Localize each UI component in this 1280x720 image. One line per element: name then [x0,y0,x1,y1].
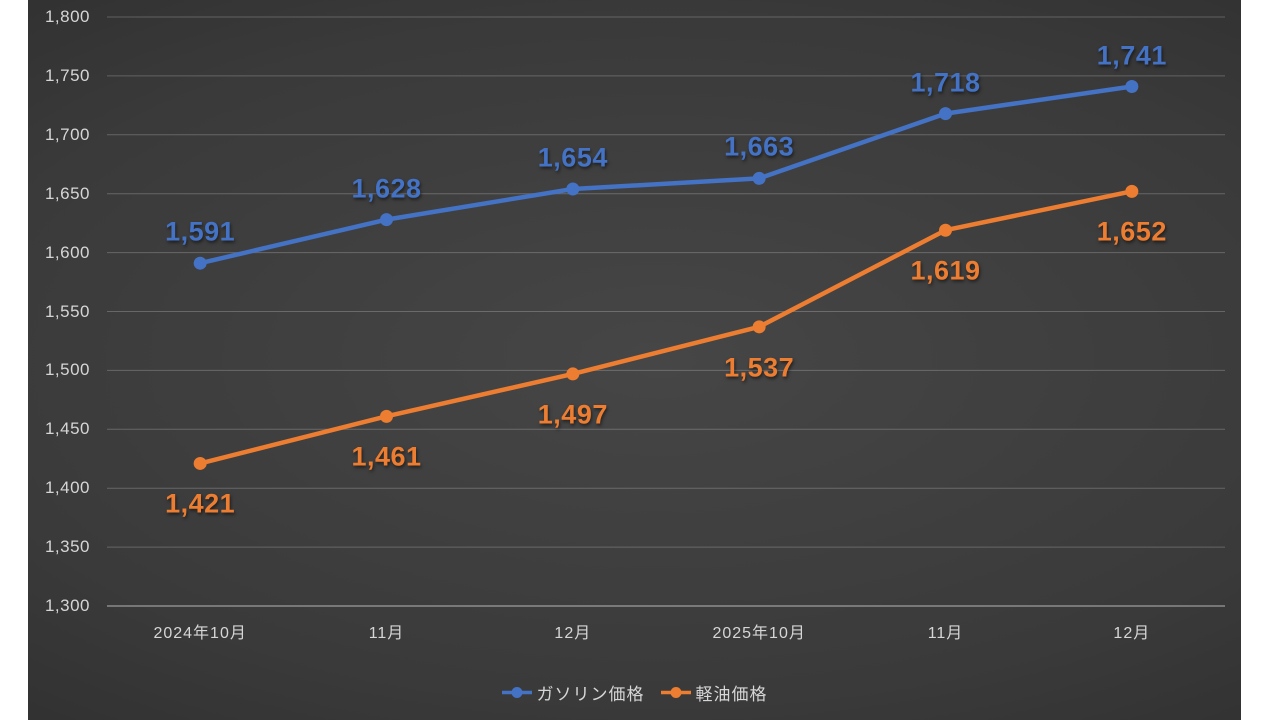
gasoline-price-data-label: 1,663 [724,131,795,162]
legend-item-diesel-price: 軽油価格 [660,680,768,705]
x-axis-tick-label: 2024年10月 [153,625,247,642]
diesel-price-point-marker [939,223,952,237]
diesel-price-data-label: 1,421 [165,488,236,519]
y-axis-tick-label: 1,500 [44,360,90,380]
gasoline-price-point-marker [193,256,207,270]
y-axis-tick-label: 1,300 [44,596,90,615]
diesel-price-data-label: 1,652 [1096,216,1167,247]
gasoline-price-line [197,84,1135,266]
y-axis-tick-label: 1,700 [44,124,90,144]
x-axis-tick-label: 2025年10月 [712,625,806,642]
gasoline-price-data-label: 1,628 [351,173,422,204]
diesel-price-point-marker [566,367,580,381]
diesel-price-point-marker [380,409,393,423]
gasoline-price-legend-marker-icon [501,686,532,698]
diesel-price-data-label: 1,461 [351,441,422,472]
legend-item-gasoline-price: ガソリン価格 [501,680,645,705]
diesel-price-data-label: 1,537 [724,352,795,383]
gasoline-price-point-marker [939,107,952,121]
chart-legend: ガソリン価格 軽油価格 [28,678,1241,706]
diesel-price-point-marker [193,456,207,470]
gasoline-price-data-label: 1,718 [910,67,981,98]
diesel-price-data-label: 1,619 [910,255,981,286]
diesel-price-legend-marker-icon [660,686,691,698]
y-axis-tick-label: 1,450 [44,419,90,439]
y-axis-tick-label: 1,400 [44,478,90,498]
gasoline-price-point-marker [752,171,766,185]
y-axis-tick-label: 1,350 [44,537,90,557]
y-axis-tick-label: 1,600 [44,242,90,262]
gasoline-price-point-marker [1125,80,1139,94]
x-axis-tick-label: 12月 [554,625,592,642]
y-axis-tick-label: 1,650 [44,183,90,203]
diesel-price-point-marker [1125,184,1139,198]
x-axis-tick-label: 11月 [927,625,964,642]
x-axis-tick-label: 12月 [1113,625,1151,642]
gasoline-price-data-label: 1,591 [165,216,236,247]
y-axis-tick-label: 1,750 [44,65,90,85]
diesel-price-data-label: 1,497 [537,399,608,430]
x-axis-tick-label: 11月 [368,625,405,642]
gasoline-price-point-marker [566,182,580,196]
y-axis-tick-label: 1,800 [44,7,90,26]
legend-label: 軽油価格 [695,684,768,704]
diesel-price-point-marker [752,320,766,334]
y-axis-tick-label: 1,550 [44,301,90,321]
gasoline-price-point-marker [380,213,393,227]
diesel-price-line [197,189,1135,466]
gasoline-price-data-label: 1,741 [1096,40,1167,70]
gasoline-price-data-label: 1,654 [537,142,608,173]
legend-label: ガソリン価格 [536,684,645,704]
